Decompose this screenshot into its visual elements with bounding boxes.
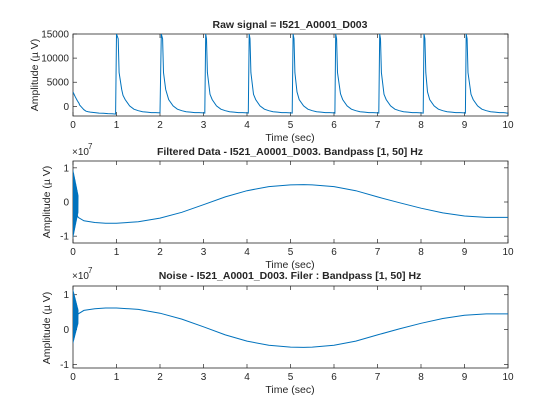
x-tick-label: 5 [288, 247, 294, 258]
x-tick-label: 5 [288, 120, 294, 131]
x-tick-label: 4 [244, 120, 250, 131]
y-tick-label: 0 [63, 198, 69, 209]
subplot-filtered-data: Filtered Data - I521_A0001_D003. Bandpas… [41, 142, 514, 271]
exponent-label: ×10 7 [72, 266, 93, 282]
chart-title: Noise - I521_A0001_D003. Filer : Bandpas… [159, 270, 422, 282]
y-axis-label: Amplitude (µ V) [41, 166, 53, 239]
axes-box [72, 33, 509, 117]
x-tick-label: 7 [375, 120, 381, 131]
x-axis-label: Time (sec) [265, 384, 314, 396]
x-tick-label: 0 [70, 247, 76, 258]
y-tick-label: 10000 [41, 54, 69, 65]
x-tick-label: 6 [331, 120, 337, 131]
x-tick-label: 10 [502, 372, 514, 383]
y-axis-label: Amplitude (µ V) [41, 292, 53, 365]
y-tick-label: 0 [63, 325, 69, 336]
x-tick-label: 3 [201, 120, 207, 131]
y-tick-label: -1 [60, 232, 69, 243]
x-tick-label: 8 [418, 120, 424, 131]
exponent-power: 7 [88, 266, 93, 275]
x-tick-label: 5 [288, 372, 294, 383]
series-group [73, 169, 508, 238]
x-tick-label: 9 [462, 372, 468, 383]
x-tick-label: 10 [502, 247, 514, 258]
axes-box [72, 285, 509, 369]
x-tick-label: 0 [70, 372, 76, 383]
y-tick-label: 1 [63, 163, 69, 174]
x-tick-label: 4 [244, 372, 250, 383]
x-tick-label: 0 [70, 120, 76, 131]
exponent-base: ×10 [72, 147, 89, 158]
y-tick-label: -1 [60, 360, 69, 371]
series-line [73, 307, 508, 348]
y-tick-label: 15000 [41, 30, 69, 41]
chart-title: Raw signal = I521_A0001_D003 [213, 19, 368, 31]
x-tick-label: 4 [244, 247, 250, 258]
x-tick-label: 6 [331, 247, 337, 258]
subplot-raw-signal: Raw signal = I521_A0001_D003 Time (sec) … [29, 19, 514, 144]
series-group [73, 289, 508, 348]
x-tick-label: 1 [114, 372, 120, 383]
x-tick-label: 6 [331, 372, 337, 383]
x-tick-label: 9 [462, 247, 468, 258]
x-axis-label: Time (sec) [265, 132, 314, 144]
x-tick-label: 2 [157, 120, 163, 131]
plot-area: 0 1 2 3 4 5 6 7 8 9 10-101 [60, 160, 514, 258]
x-tick-label: 3 [201, 247, 207, 258]
exponent-base: ×10 [72, 271, 89, 282]
exponent-label: ×10 7 [72, 142, 93, 158]
x-tick-label: 2 [157, 247, 163, 258]
noise-burst-line [73, 289, 79, 344]
x-tick-label: 10 [502, 120, 514, 131]
x-tick-label: 7 [375, 372, 381, 383]
noise-burst-line [73, 169, 79, 238]
x-tick-label: 3 [201, 372, 207, 383]
plot-area: 0 1 2 3 4 5 6 7 8 9 10 0 5000 10000 15000 [41, 30, 514, 132]
chart-title: Filtered Data - I521_A0001_D003. Bandpas… [157, 146, 423, 158]
x-tick-label: 1 [114, 247, 120, 258]
y-tick-label: 1 [63, 290, 69, 301]
y-tick-label: 0 [63, 102, 69, 113]
series-group [73, 34, 508, 115]
plot-area: 0 1 2 3 4 5 6 7 8 9 10-101 [60, 285, 514, 383]
exponent-power: 7 [88, 142, 93, 151]
x-tick-label: 8 [418, 247, 424, 258]
subplot-noise: Noise - I521_A0001_D003. Filer : Bandpas… [41, 266, 514, 396]
x-tick-label: 9 [462, 120, 468, 131]
series-line [73, 184, 508, 224]
axes-box [72, 160, 509, 244]
y-tick-label: 5000 [47, 78, 70, 89]
x-tick-label: 1 [114, 120, 120, 131]
x-tick-label: 8 [418, 372, 424, 383]
x-tick-label: 7 [375, 247, 381, 258]
x-tick-label: 2 [157, 372, 163, 383]
series-line [73, 34, 508, 115]
x-axis-label: Time (sec) [265, 259, 314, 271]
y-axis-label: Amplitude (µ V) [29, 39, 41, 112]
